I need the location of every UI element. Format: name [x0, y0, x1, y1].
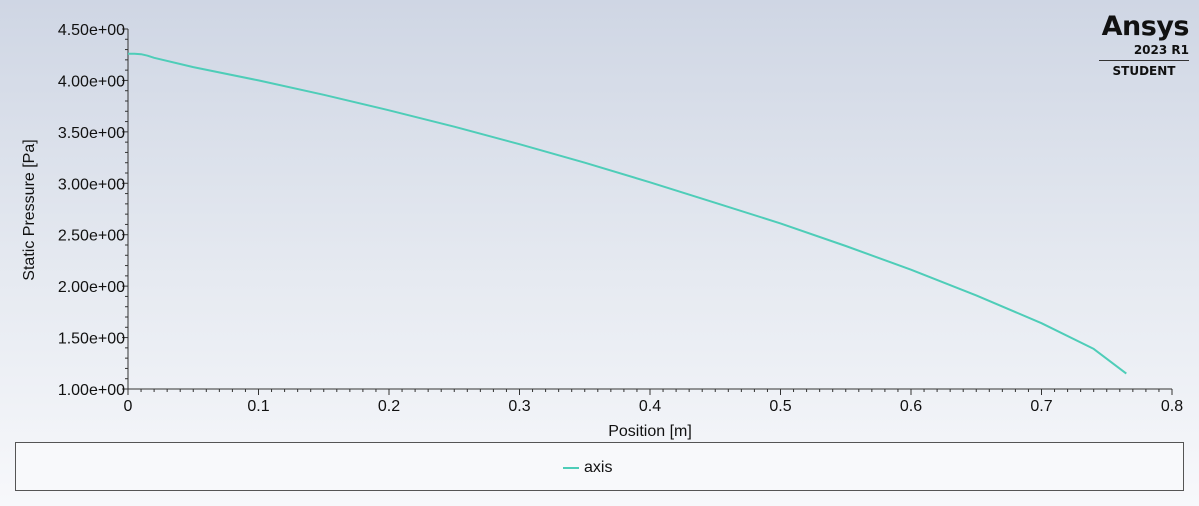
y-tick-label: 4.00e+00 [58, 73, 125, 90]
x-tick-label: 0 [124, 398, 133, 415]
series-line-axis [128, 52, 1127, 375]
x-tick-label: 0.5 [769, 398, 791, 415]
y-axis-label: Static Pressure [Pa] [21, 139, 38, 280]
legend-swatch [563, 467, 579, 469]
x-tick-label: 0.3 [508, 398, 530, 415]
logo-brand: Ansys [1101, 11, 1190, 42]
y-tick-label: 3.00e+00 [58, 176, 125, 193]
y-tick-label: 2.50e+00 [58, 228, 125, 245]
series-layer [128, 52, 1127, 375]
y-tick-label: 1.00e+00 [58, 382, 125, 399]
logo-divider [1099, 60, 1189, 61]
x-axis-ticks: 0 0.1 0.2 0.3 0.4 0.5 0.6 0.7 0.8 [124, 389, 1183, 415]
line-chart: 1.00e+00 1.50e+00 2.00e+00 2.50e+00 3.00e+00… [21, 22, 1183, 440]
logo-edition: STUDENT [1112, 64, 1176, 78]
y-axis-ticks: 1.00e+00 1.50e+00 2.00e+00 2.50e+00 3.00e+00… [58, 22, 128, 399]
logo-version: 2023 R1 [1133, 43, 1189, 57]
x-axis-label: Position [m] [608, 423, 692, 440]
legend-entry: axis [563, 459, 612, 477]
x-tick-label: 0.8 [1161, 398, 1183, 415]
ansys-logo: Ansys 2023 R1 STUDENT [1099, 11, 1190, 78]
y-tick-label: 1.50e+00 [58, 331, 125, 348]
y-tick-label: 2.00e+00 [58, 279, 125, 296]
x-tick-label: 0.6 [900, 398, 922, 415]
x-tick-label: 0.4 [639, 398, 661, 415]
legend-label: axis [584, 459, 613, 476]
y-tick-label: 4.50e+00 [58, 22, 125, 39]
legend: axis [15, 442, 1184, 491]
x-tick-label: 0.1 [247, 398, 269, 415]
y-tick-label: 3.50e+00 [58, 125, 125, 142]
x-tick-label: 0.2 [378, 398, 400, 415]
x-tick-label: 0.7 [1030, 398, 1052, 415]
